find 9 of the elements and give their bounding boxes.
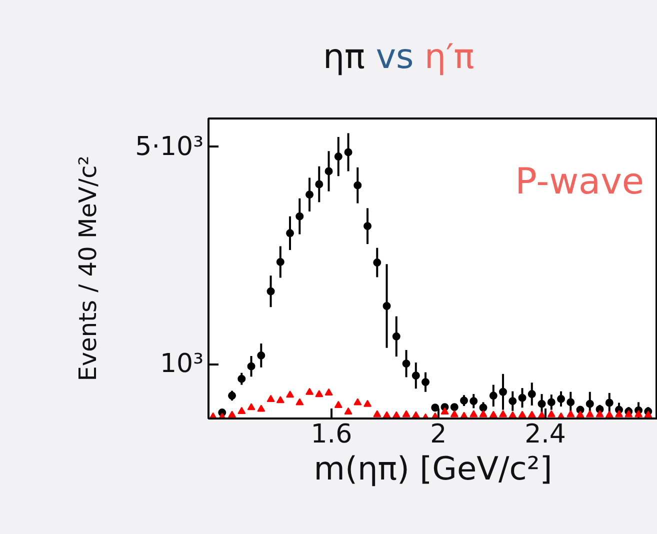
x-tick-label: 2 xyxy=(430,420,447,450)
annotation: P-wave xyxy=(515,162,644,202)
x-tick-label: 2.4 xyxy=(524,420,566,450)
y-tick-label: 10³ xyxy=(160,349,204,380)
y-tick-label: 5·10³ xyxy=(135,132,204,162)
x-tick-label: 1.6 xyxy=(310,420,352,450)
y-axis-title: Events / 40 MeV/c² xyxy=(74,156,102,382)
chart-title: ηπ vs η′π xyxy=(323,37,474,77)
x-axis-title: m(ηπ) [GeV/c²] xyxy=(314,450,552,488)
